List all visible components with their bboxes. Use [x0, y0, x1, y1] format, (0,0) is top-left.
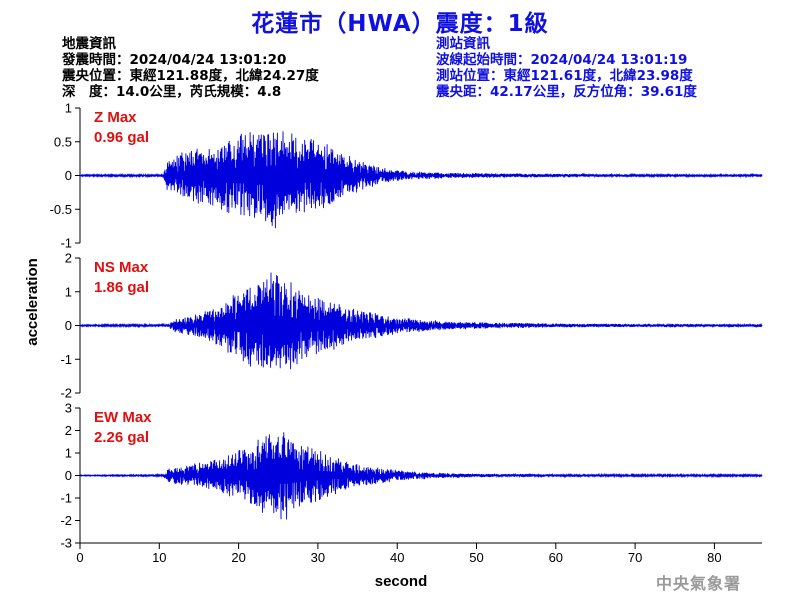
x-tick-label: 0: [76, 550, 83, 565]
y-tick-label: 0: [65, 468, 72, 483]
y-tick-label: 0: [65, 168, 72, 183]
panel-2: -3 -2 -1 0 1 2 3 EW Max 2.26 gal: [60, 401, 763, 551]
x-tick-label: 10: [152, 550, 166, 565]
y-tick-label: -1: [60, 352, 72, 367]
y-tick-label: -1: [60, 491, 72, 506]
y-tick-label: -1: [60, 236, 72, 251]
waveform-trace: [79, 131, 763, 229]
x-axis-title: second: [375, 573, 428, 590]
x-tick-label: 70: [628, 550, 642, 565]
component-label: NS Max: [94, 259, 149, 276]
max-value-label: 1.86 gal: [94, 279, 149, 296]
y-tick-label: 2: [65, 251, 72, 266]
earthquake-info-header: 地震資訊: [62, 36, 116, 52]
station-info-header: 測站資訊: [436, 36, 490, 52]
earthquake-info: 地震資訊 發震時間：2024/04/24 13:01:20 震央位置：東經121.8…: [62, 36, 319, 100]
station-location: 測站位置：東經121.61度，北緯23.98度: [436, 68, 693, 84]
origin-time: 發震時間：2024/04/24 13:01:20: [62, 52, 287, 68]
max-value-label: 2.26 gal: [94, 429, 149, 446]
depth-magnitude: 深 度：14.0公里，芮氏規模：4.8: [62, 84, 282, 100]
x-tick-label: 80: [707, 550, 721, 565]
wave-start-time: 波線起始時間：2024/04/24 13:01:19: [436, 52, 688, 68]
x-tick-label: 60: [549, 550, 563, 565]
x-tick-label: 30: [311, 550, 325, 565]
component-label: Z Max: [94, 109, 137, 126]
waveform-trace: [79, 272, 763, 370]
y-axis-title: acceleration: [24, 258, 41, 346]
epicenter-location: 震央位置：東經121.88度，北緯24.27度: [62, 68, 319, 84]
x-tick-label: 20: [231, 550, 245, 565]
station-info: 測站資訊 波線起始時間：2024/04/24 13:01:19 測站位置：東經121…: [436, 36, 697, 100]
y-tick-label: -2: [60, 513, 72, 528]
y-tick-label: 1: [65, 101, 72, 116]
y-tick-label: 1: [65, 446, 72, 461]
y-tick-label: -0.5: [50, 202, 72, 217]
y-tick-label: 0: [65, 318, 72, 333]
y-tick-label: 1: [65, 284, 72, 299]
waveform-trace: [79, 432, 763, 520]
page-title: 花蓮市（HWA）震度：1級: [251, 11, 549, 37]
component-label: EW Max: [94, 409, 152, 426]
distance-azimuth: 震央距：42.17公里，反方位角：39.61度: [436, 84, 697, 100]
panel-1: -2 -1 0 1 2 NS Max 1.86 gal: [60, 251, 763, 401]
y-tick-label: 2: [65, 423, 72, 438]
x-tick-label: 50: [469, 550, 483, 565]
y-tick-label: 0.5: [54, 134, 72, 149]
y-tick-label: 3: [65, 401, 72, 416]
y-tick-label: -3: [60, 536, 72, 551]
y-tick-label: -2: [60, 386, 72, 401]
max-value-label: 0.96 gal: [94, 129, 149, 146]
x-tick-label: 40: [390, 550, 404, 565]
panel-0: -1 -0.5 0 0.5 1 Z Max 0.96 gal: [50, 101, 763, 251]
agency-watermark: 中央氣象署: [656, 574, 742, 593]
